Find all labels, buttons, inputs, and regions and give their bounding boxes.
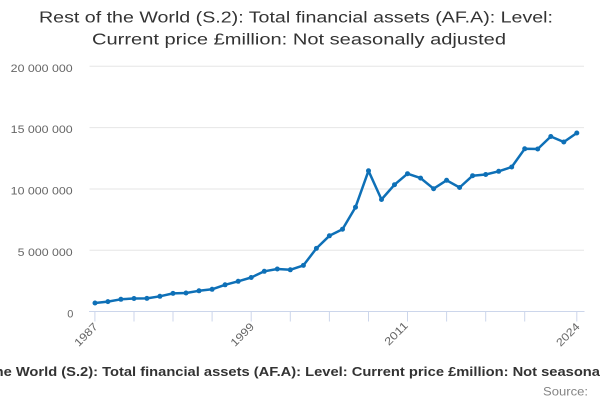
svg-text:Rest of the World (S.2): Total: Rest of the World (S.2): Total financial… bbox=[39, 10, 553, 27]
svg-text:10 000 000: 10 000 000 bbox=[11, 186, 73, 198]
svg-text:0: 0 bbox=[67, 308, 73, 320]
svg-text:20 000 000: 20 000 000 bbox=[11, 63, 73, 75]
svg-text:Source:: Source: bbox=[543, 384, 588, 398]
svg-text:5 000 000: 5 000 000 bbox=[18, 247, 73, 259]
svg-text:15 000 000: 15 000 000 bbox=[11, 124, 73, 136]
svg-text:Current price £million: Not se: Current price £million: Not seasonally a… bbox=[92, 32, 506, 49]
svg-text:Rest of the World (S.2): Total: Rest of the World (S.2): Total financial… bbox=[0, 365, 600, 379]
